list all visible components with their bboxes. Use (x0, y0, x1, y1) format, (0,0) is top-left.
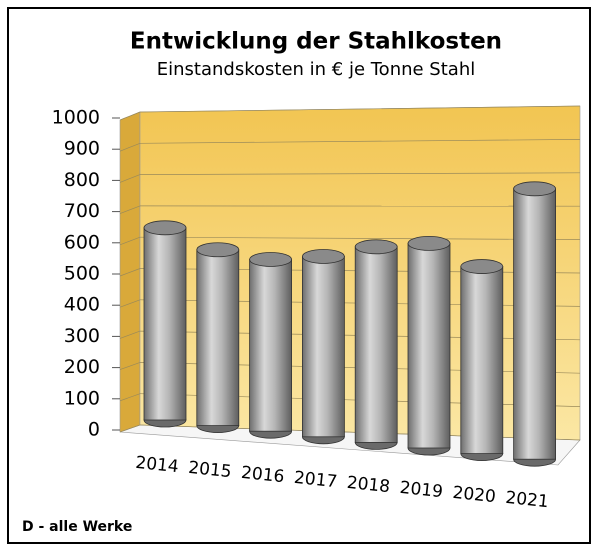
grid-line-side (119, 205, 141, 214)
grid-line-side (119, 299, 141, 308)
bar (301, 256, 345, 438)
bar-top (301, 249, 345, 264)
bar-top (354, 239, 398, 255)
grid-line (139, 139, 581, 144)
grid-line-side (119, 268, 141, 277)
y-tick-label: 200 (64, 356, 100, 378)
x-tick-label: 2016 (240, 463, 285, 487)
chart-title: Entwicklung der Stahlkosten (130, 29, 502, 55)
x-tick-label: 2021 (504, 488, 549, 512)
bar-top (143, 220, 187, 236)
grid-line-side (119, 393, 141, 402)
x-tick-label: 2017 (293, 468, 338, 492)
y-tick-label: 100 (64, 387, 100, 409)
bar-top (460, 259, 504, 274)
grid-line (139, 236, 581, 240)
y-tick-label: 700 (64, 200, 100, 222)
bar (513, 188, 556, 460)
y-tick-label: 300 (64, 325, 100, 347)
grid-line-side (119, 330, 141, 339)
y-tick-label: 900 (64, 138, 100, 160)
bar (354, 246, 398, 443)
bar-top (196, 242, 240, 258)
bar (143, 227, 187, 421)
y-tick-label: 0 (88, 419, 100, 441)
x-tick-label: 2020 (452, 483, 497, 507)
y-tick-label: 800 (64, 169, 100, 191)
grid-line-side (119, 424, 141, 433)
x-tick-label: 2014 (134, 453, 179, 477)
grid-line-side (119, 111, 141, 121)
grid-line-side (119, 174, 141, 183)
grid-line-side (119, 142, 141, 152)
bar (249, 259, 293, 432)
grid-line (139, 105, 581, 113)
bar (196, 249, 240, 426)
y-tick-label: 1000 (52, 107, 100, 129)
x-tick-label: 2018 (346, 473, 391, 497)
bar (460, 266, 504, 454)
x-tick-label: 2019 (399, 478, 444, 502)
y-tick-label: 400 (64, 294, 100, 316)
y-tick-label: 600 (64, 231, 100, 253)
bar-top (513, 181, 556, 197)
bar (407, 242, 451, 449)
bar-top (407, 235, 451, 251)
bar-top (249, 252, 293, 267)
x-tick-label: 2015 (187, 458, 232, 482)
grid-line (139, 172, 581, 175)
footnote: D - alle Werke (22, 519, 132, 535)
grid-line-side (119, 362, 141, 370)
grid-line-side (119, 236, 141, 246)
chart-subtitle: Einstandskosten in € je Tonne Stahl (157, 59, 475, 80)
y-tick-label: 500 (64, 263, 100, 285)
